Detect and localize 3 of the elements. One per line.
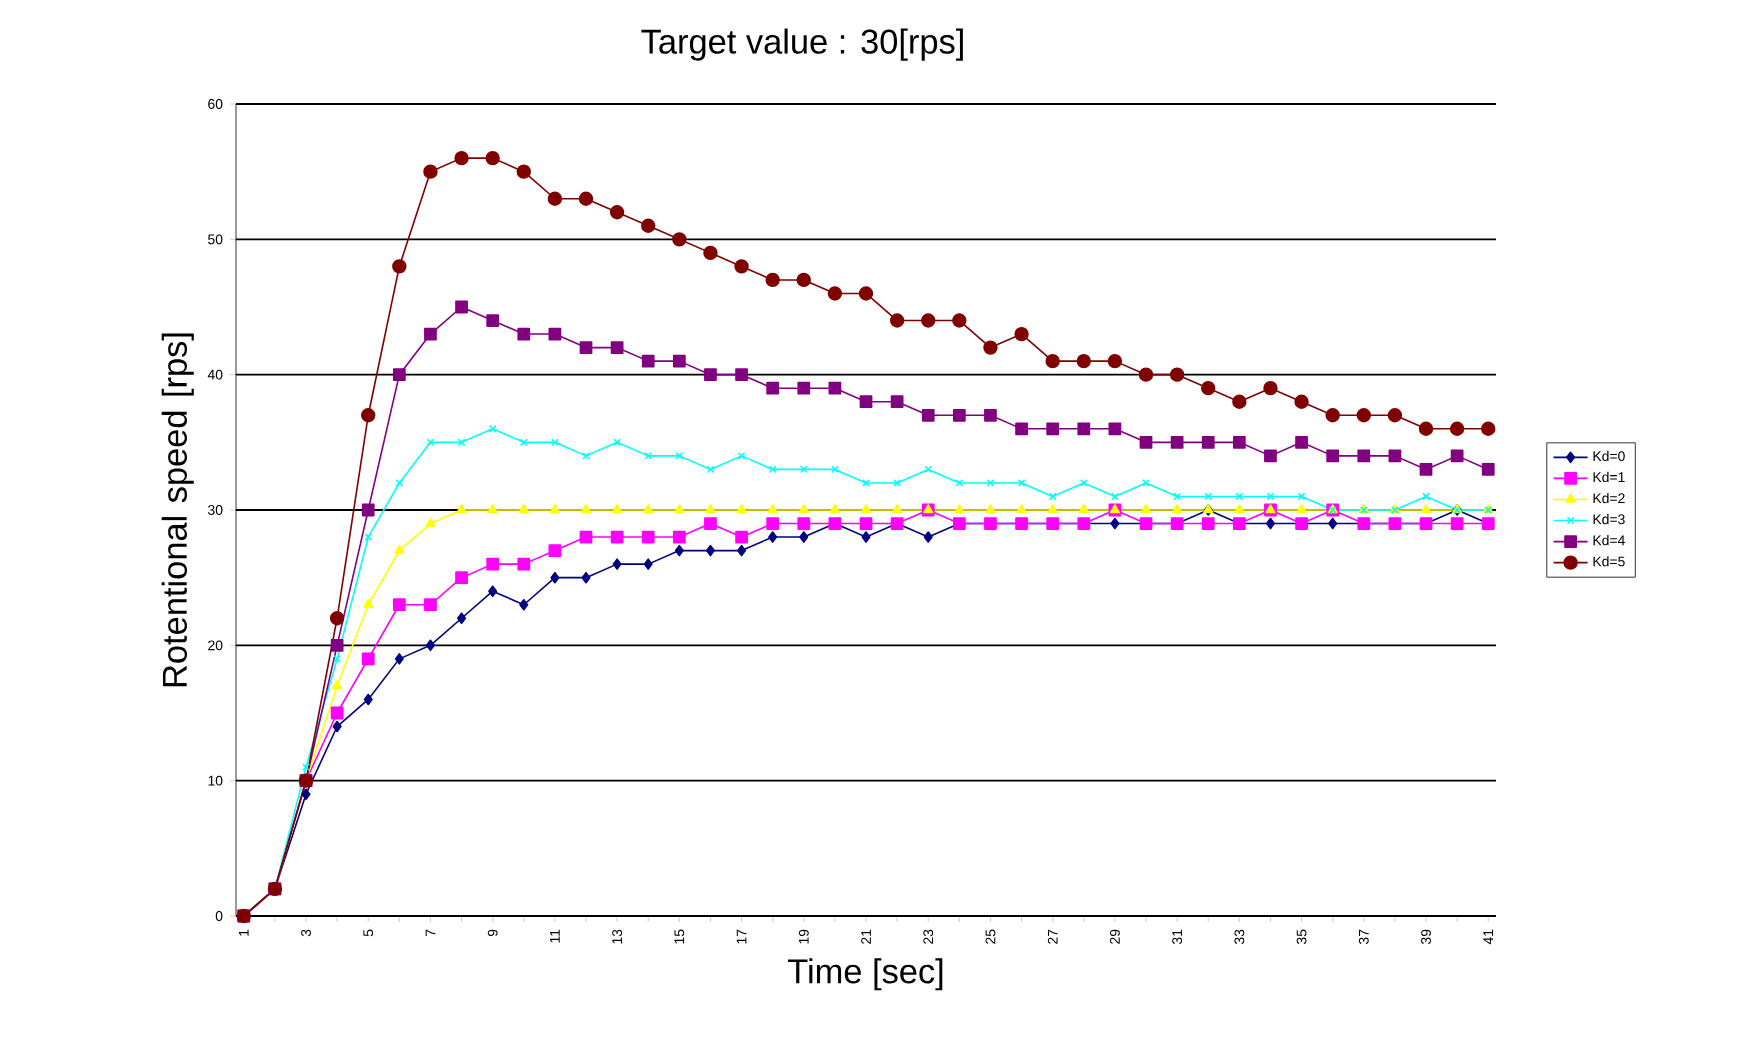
y-axis-title: Rotentional speed [rps] bbox=[161, 333, 194, 687]
x-axis-title: Time [sec] bbox=[788, 958, 943, 991]
chart-title: Target value : 30[rps] bbox=[641, 28, 963, 61]
